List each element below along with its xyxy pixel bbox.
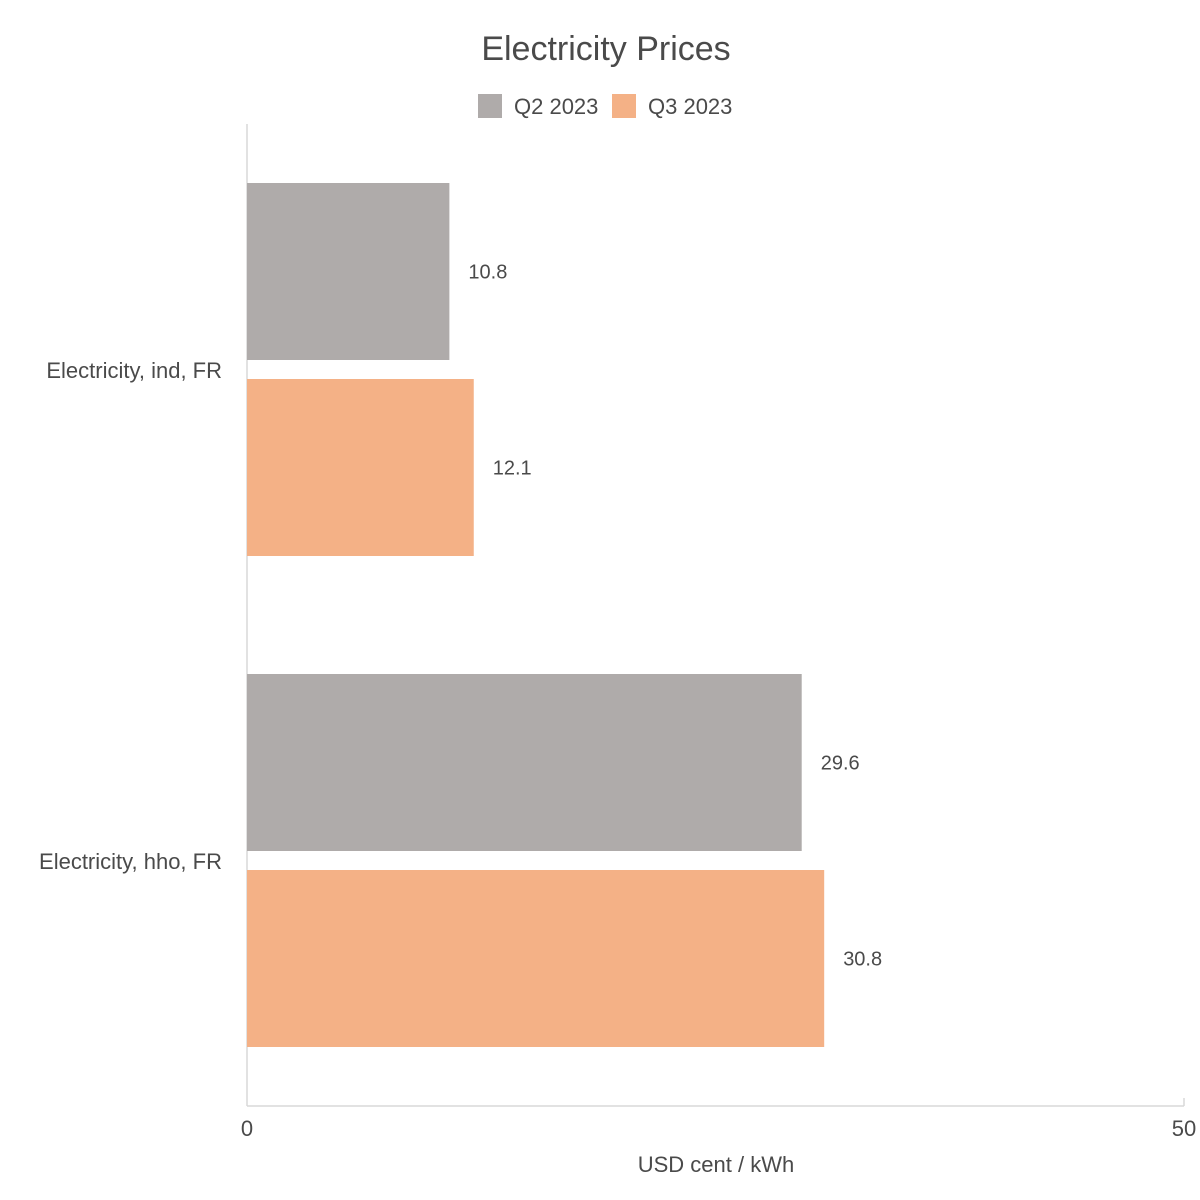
legend-swatch-q2-2023 (478, 94, 502, 118)
category-label-hho: Electricity, hho, FR (39, 849, 222, 874)
x-tick-label-50: 50 (1172, 1116, 1196, 1141)
chart-title: Electricity Prices (481, 30, 730, 68)
value-labels-group: 10.8 12.1 29.6 30.8 (468, 262, 882, 971)
x-axis-title: USD cent / kWh (638, 1152, 794, 1177)
value-label-hho-q3-2023: 30.8 (843, 949, 882, 971)
bar-hho-q2-2023 (247, 674, 802, 851)
legend-label-q3-2023: Q3 2023 (648, 94, 732, 119)
bar-hho-q3-2023 (247, 870, 825, 1047)
legend-label-q2-2023: Q2 2023 (514, 94, 598, 119)
bars-group (247, 183, 825, 1047)
x-tick-label-0: 0 (241, 1116, 253, 1141)
legend: Q2 2023 Q3 2023 (478, 94, 732, 119)
value-label-ind-q2-2023: 10.8 (468, 262, 507, 284)
legend-swatch-q3-2023 (612, 94, 636, 118)
category-label-ind: Electricity, ind, FR (46, 358, 222, 383)
value-label-ind-q3-2023: 12.1 (493, 458, 532, 480)
value-label-hho-q2-2023: 29.6 (821, 753, 860, 775)
bar-ind-q3-2023 (247, 379, 474, 556)
bar-ind-q2-2023 (247, 183, 450, 360)
